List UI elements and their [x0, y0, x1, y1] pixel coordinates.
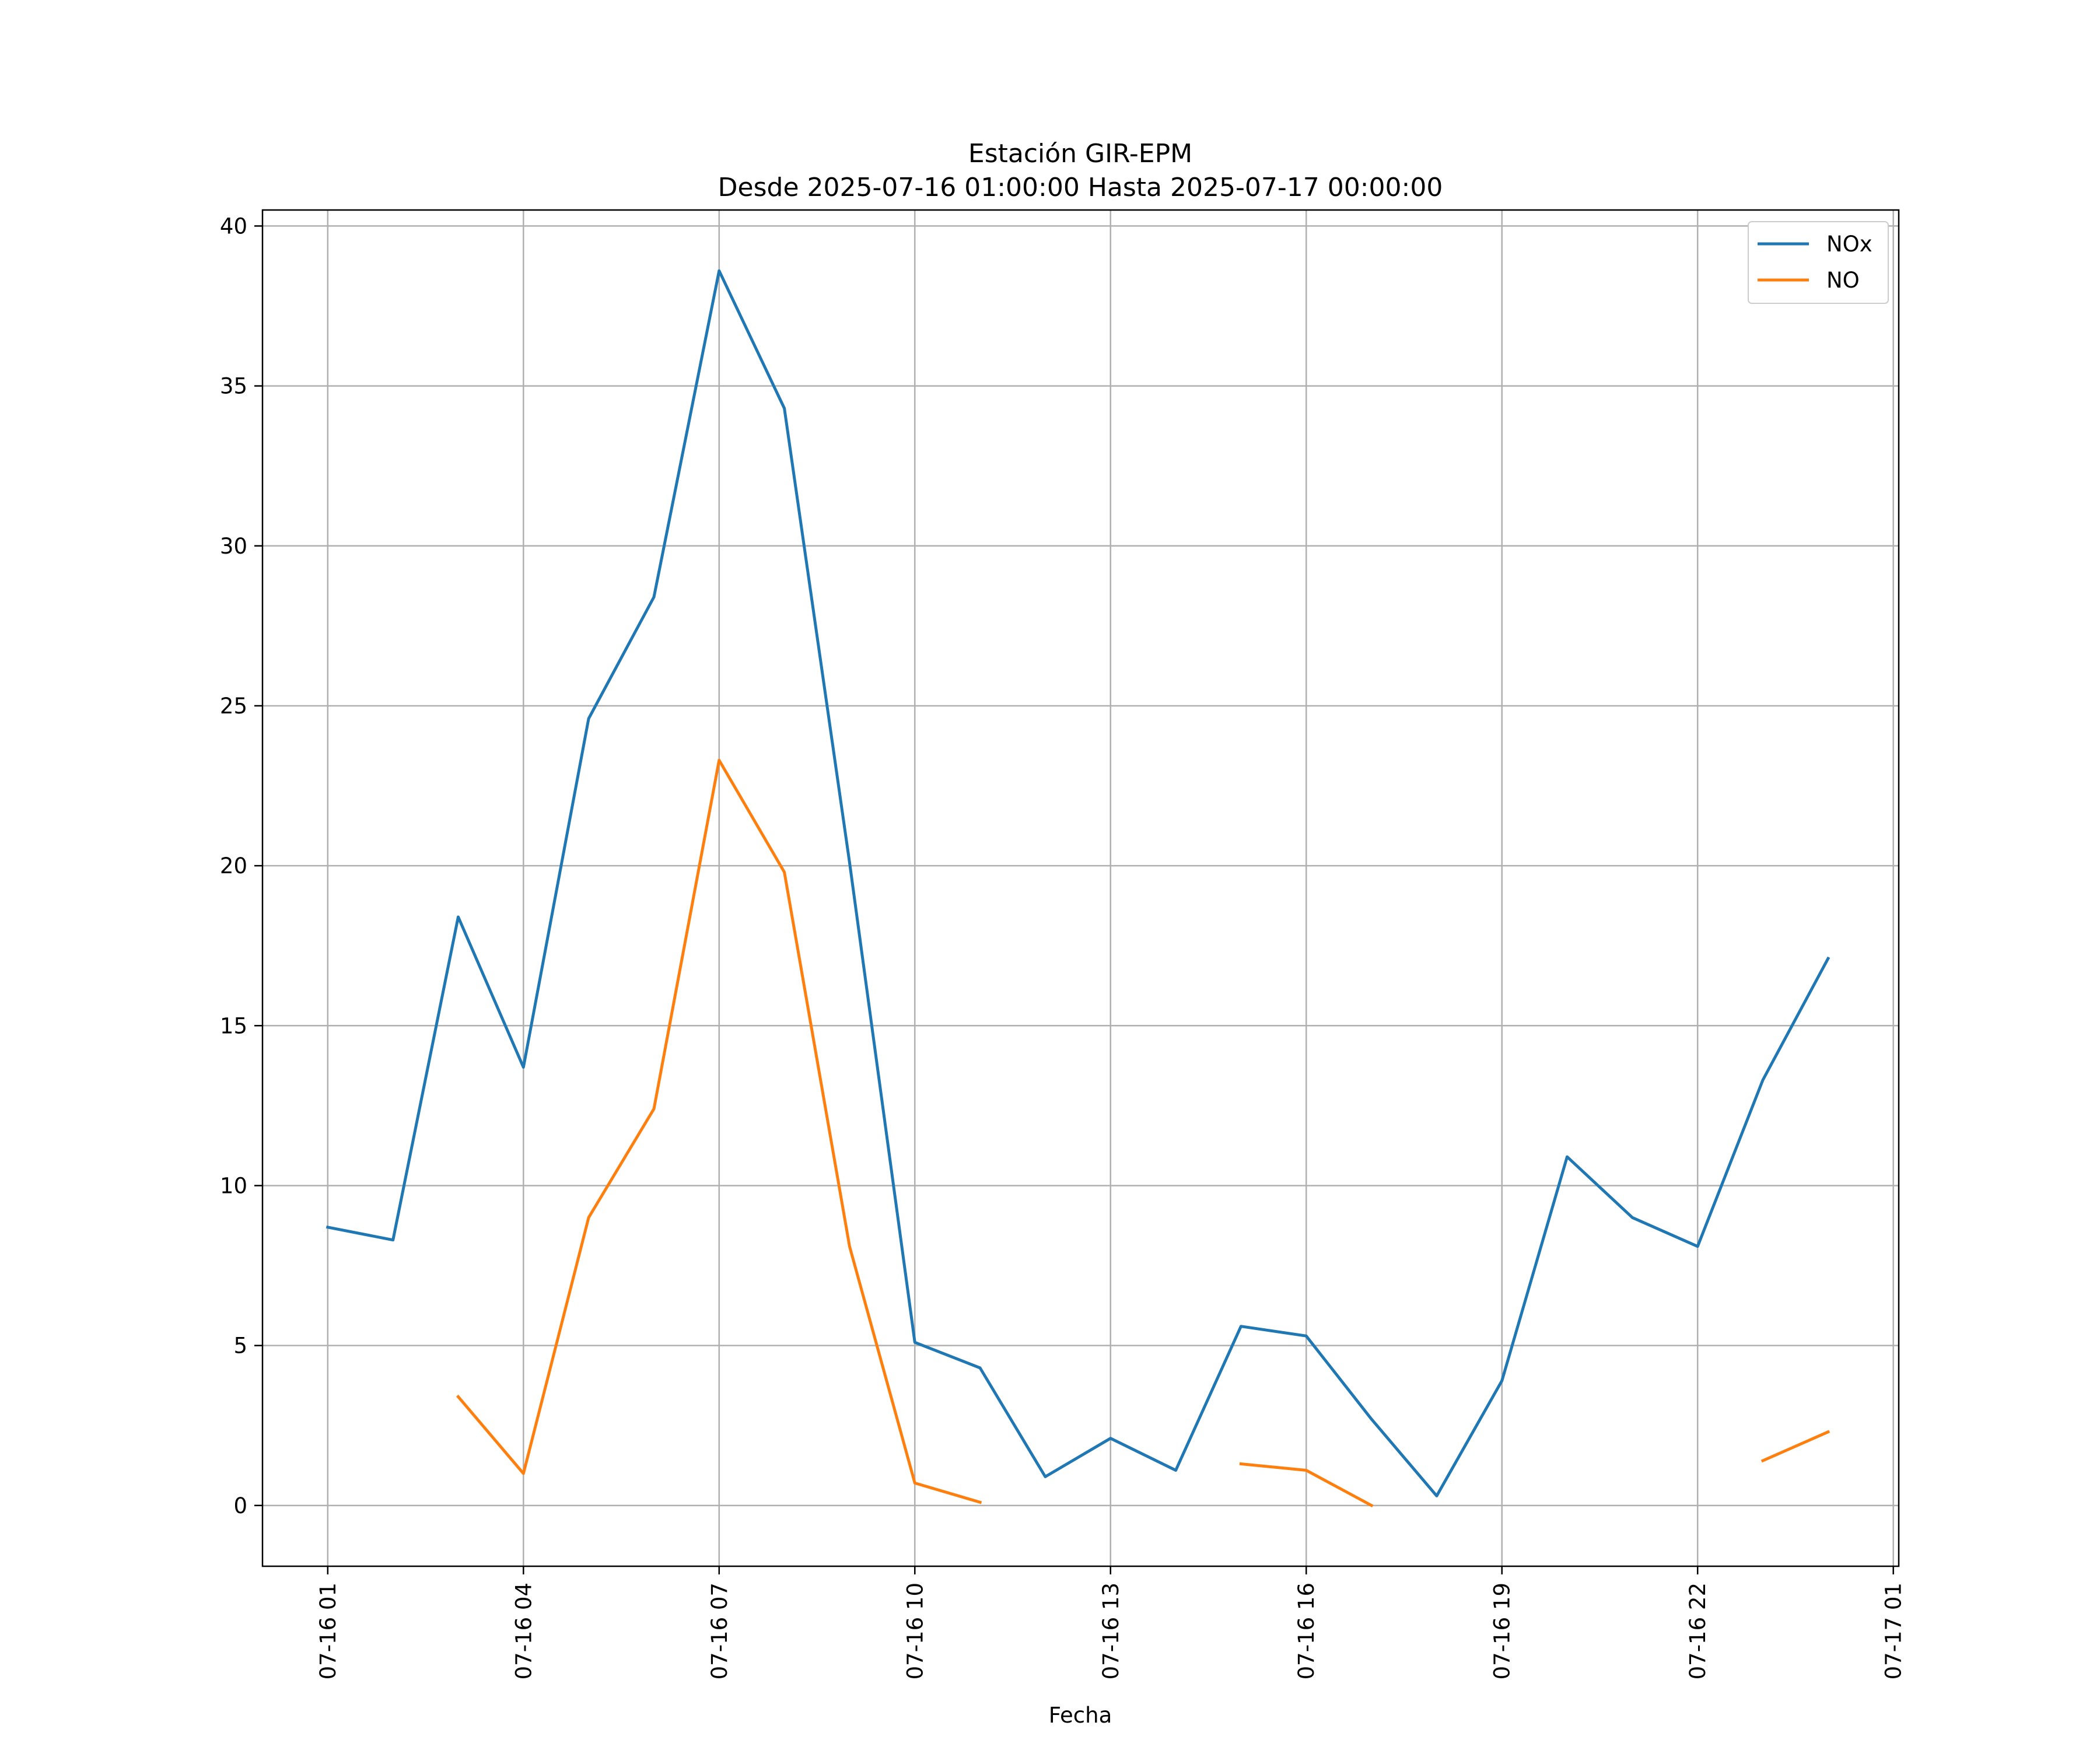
y-tick-label: 10	[220, 1173, 247, 1198]
legend: NOx NO	[1748, 221, 1889, 304]
y-tick-label: 0	[233, 1493, 247, 1518]
series-line-nox	[326, 269, 1831, 1497]
legend-frame	[1748, 221, 1889, 304]
y-axis: 0 5 10 15 20 25 30 35 40	[220, 214, 262, 1518]
legend-label-nox: NOx	[1826, 232, 1873, 257]
series-line-no	[1239, 1462, 1374, 1508]
y-tick-label: 30	[220, 534, 247, 559]
x-tick-label: 07-16 16	[1294, 1583, 1319, 1679]
series-line-no	[1760, 1430, 1831, 1463]
y-tick-label: 20	[220, 853, 247, 878]
x-tick-label: 07-17 01	[1881, 1583, 1906, 1679]
x-axis: 07-16 01 07-16 04 07-16 07 07-16 10 07-16 13…	[316, 1566, 1906, 1679]
plot-frame	[261, 209, 1900, 1567]
x-tick-label: 07-16 01	[316, 1583, 341, 1679]
y-tick-label: 5	[233, 1334, 247, 1359]
series-lines	[326, 269, 1831, 1508]
series-line-no	[456, 758, 982, 1504]
chart-subtitle: Desde 2025-07-16 01:00:00 Hasta 2025-07-…	[718, 173, 1443, 202]
x-tick-label: 07-16 10	[902, 1583, 928, 1679]
y-tick-label: 25	[220, 694, 247, 719]
grid	[262, 210, 1899, 1566]
x-tick-label: 07-16 04	[511, 1583, 536, 1679]
y-tick-label: 35	[220, 374, 247, 399]
x-axis-label: Fecha	[1049, 1703, 1112, 1728]
y-tick-label: 15	[220, 1013, 247, 1038]
chart-title: Estación GIR-EPM	[968, 139, 1192, 169]
y-tick-label: 40	[220, 214, 247, 239]
legend-label-no: NO	[1826, 268, 1860, 293]
x-tick-label: 07-16 19	[1490, 1583, 1515, 1679]
x-tick-label: 07-16 22	[1685, 1583, 1710, 1679]
x-tick-label: 07-16 13	[1098, 1583, 1124, 1679]
x-tick-label: 07-16 07	[707, 1583, 732, 1679]
